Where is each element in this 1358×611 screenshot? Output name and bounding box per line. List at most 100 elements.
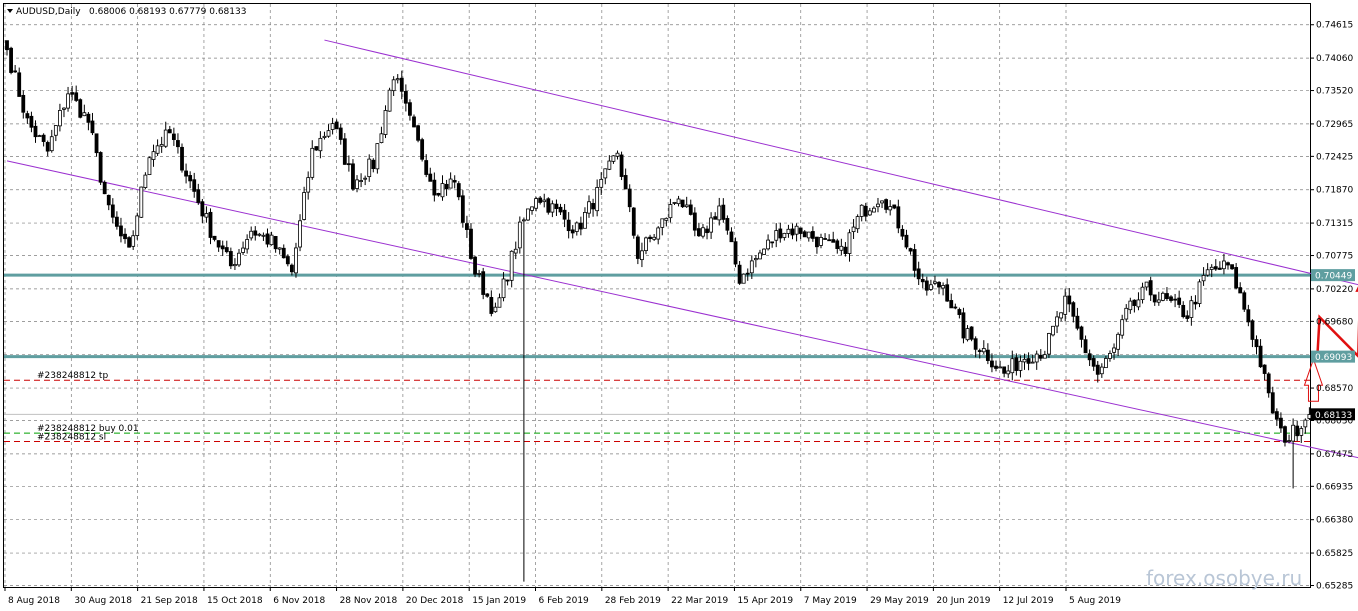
candle-body-bull <box>395 78 400 81</box>
candle-body-bear <box>1067 295 1072 305</box>
candle <box>1295 420 1300 441</box>
candle <box>1185 310 1190 322</box>
candle-body-bear <box>171 133 176 140</box>
candle-body-bull <box>58 110 62 127</box>
candle <box>1160 291 1165 302</box>
candle-body-bull <box>981 348 986 353</box>
candle <box>912 243 917 278</box>
candle <box>200 198 205 224</box>
candle-body-bull <box>530 206 534 211</box>
candle-body-bear <box>1148 280 1153 296</box>
candle-body-bull <box>526 208 530 221</box>
candle <box>985 343 990 365</box>
x-tick-label: 6 Nov 2018 <box>273 596 325 606</box>
candle <box>648 234 652 243</box>
candle-body-bull <box>876 203 880 208</box>
candle <box>212 235 217 242</box>
candle <box>1262 364 1267 381</box>
candle-body-bear <box>1226 262 1230 266</box>
candle <box>623 168 628 190</box>
candle-body-bull <box>1307 414 1312 419</box>
candle <box>859 204 864 222</box>
candle <box>729 227 734 243</box>
y-tick-label: 0.73520 <box>1316 87 1353 97</box>
candle-body-bull <box>1189 300 1194 318</box>
candle-body-bear <box>452 180 457 183</box>
candle <box>269 231 274 246</box>
candle-body-bear <box>831 239 836 243</box>
channel-line-upper <box>324 39 1358 286</box>
candle <box>611 155 616 164</box>
candle <box>1193 295 1198 310</box>
y-tick-label: 0.71870 <box>1316 186 1353 196</box>
candle <box>143 172 148 190</box>
candle <box>1242 290 1247 312</box>
candle-body-bull <box>1136 299 1141 308</box>
symbol-dropdown-icon[interactable] <box>7 9 13 13</box>
candle-body-bull <box>644 237 648 252</box>
candle <box>330 117 335 135</box>
candle-body-bull <box>49 136 54 152</box>
candle-body-bear <box>1038 354 1043 359</box>
candle <box>640 242 644 268</box>
candle-body-bear <box>485 293 490 297</box>
candle-body-bull <box>1063 295 1068 315</box>
candle-body-bull <box>640 250 644 261</box>
x-tick-label: 20 Jun 2019 <box>936 596 990 606</box>
candle <box>351 159 355 191</box>
candle <box>501 272 506 302</box>
candle-body-bear <box>196 189 201 203</box>
x-tick-label: 5 Aug 2019 <box>1069 596 1121 606</box>
y-tick-label: 0.74060 <box>1316 54 1353 64</box>
candle-body-bull <box>933 281 937 284</box>
candle <box>355 175 359 193</box>
candle <box>1226 261 1230 270</box>
candle-body-bear <box>823 238 827 240</box>
candle-body-bear <box>1258 345 1263 368</box>
candle-body-bull <box>151 151 156 160</box>
candle-body-bear <box>591 203 595 210</box>
candle <box>1055 311 1059 334</box>
candle <box>513 241 518 260</box>
candle-body-bull <box>326 130 331 137</box>
candle <box>1209 264 1214 278</box>
candle-body-bear <box>546 198 551 213</box>
candle <box>973 336 978 358</box>
candle <box>574 221 579 236</box>
zigzag-forecast-arrow <box>1316 314 1358 358</box>
candle <box>867 207 872 216</box>
candle <box>782 232 787 241</box>
candle <box>322 131 327 140</box>
candle <box>233 258 237 271</box>
candle <box>94 133 99 157</box>
candle-body-bear <box>1213 266 1218 270</box>
forecast-arrows <box>1303 286 1358 402</box>
candle-body-bear <box>920 279 925 283</box>
candle-body-bull <box>741 273 746 284</box>
candle <box>945 278 950 302</box>
candle-body-bull <box>676 198 681 205</box>
candle <box>595 179 600 217</box>
candle-body-bull <box>367 158 372 178</box>
candle <box>933 275 937 286</box>
candle-body-bull <box>513 248 518 254</box>
candle <box>1116 332 1121 357</box>
candle <box>277 247 282 255</box>
candle-body-bear <box>721 204 726 220</box>
candle-body-bear <box>70 92 75 95</box>
candle <box>680 199 685 209</box>
candle <box>737 261 742 285</box>
candle <box>631 207 636 239</box>
candle <box>1128 297 1133 314</box>
candle <box>135 212 140 240</box>
candle-body-bull <box>131 235 136 247</box>
candle <box>424 154 429 178</box>
candle-body-bull <box>1051 325 1055 336</box>
candle-body-bear <box>688 204 693 215</box>
candle <box>892 204 897 210</box>
candle-body-bear <box>220 245 225 250</box>
candle <box>481 267 486 300</box>
x-tick-label: 6 Feb 2019 <box>539 596 590 606</box>
candle-body-bear <box>489 297 494 314</box>
